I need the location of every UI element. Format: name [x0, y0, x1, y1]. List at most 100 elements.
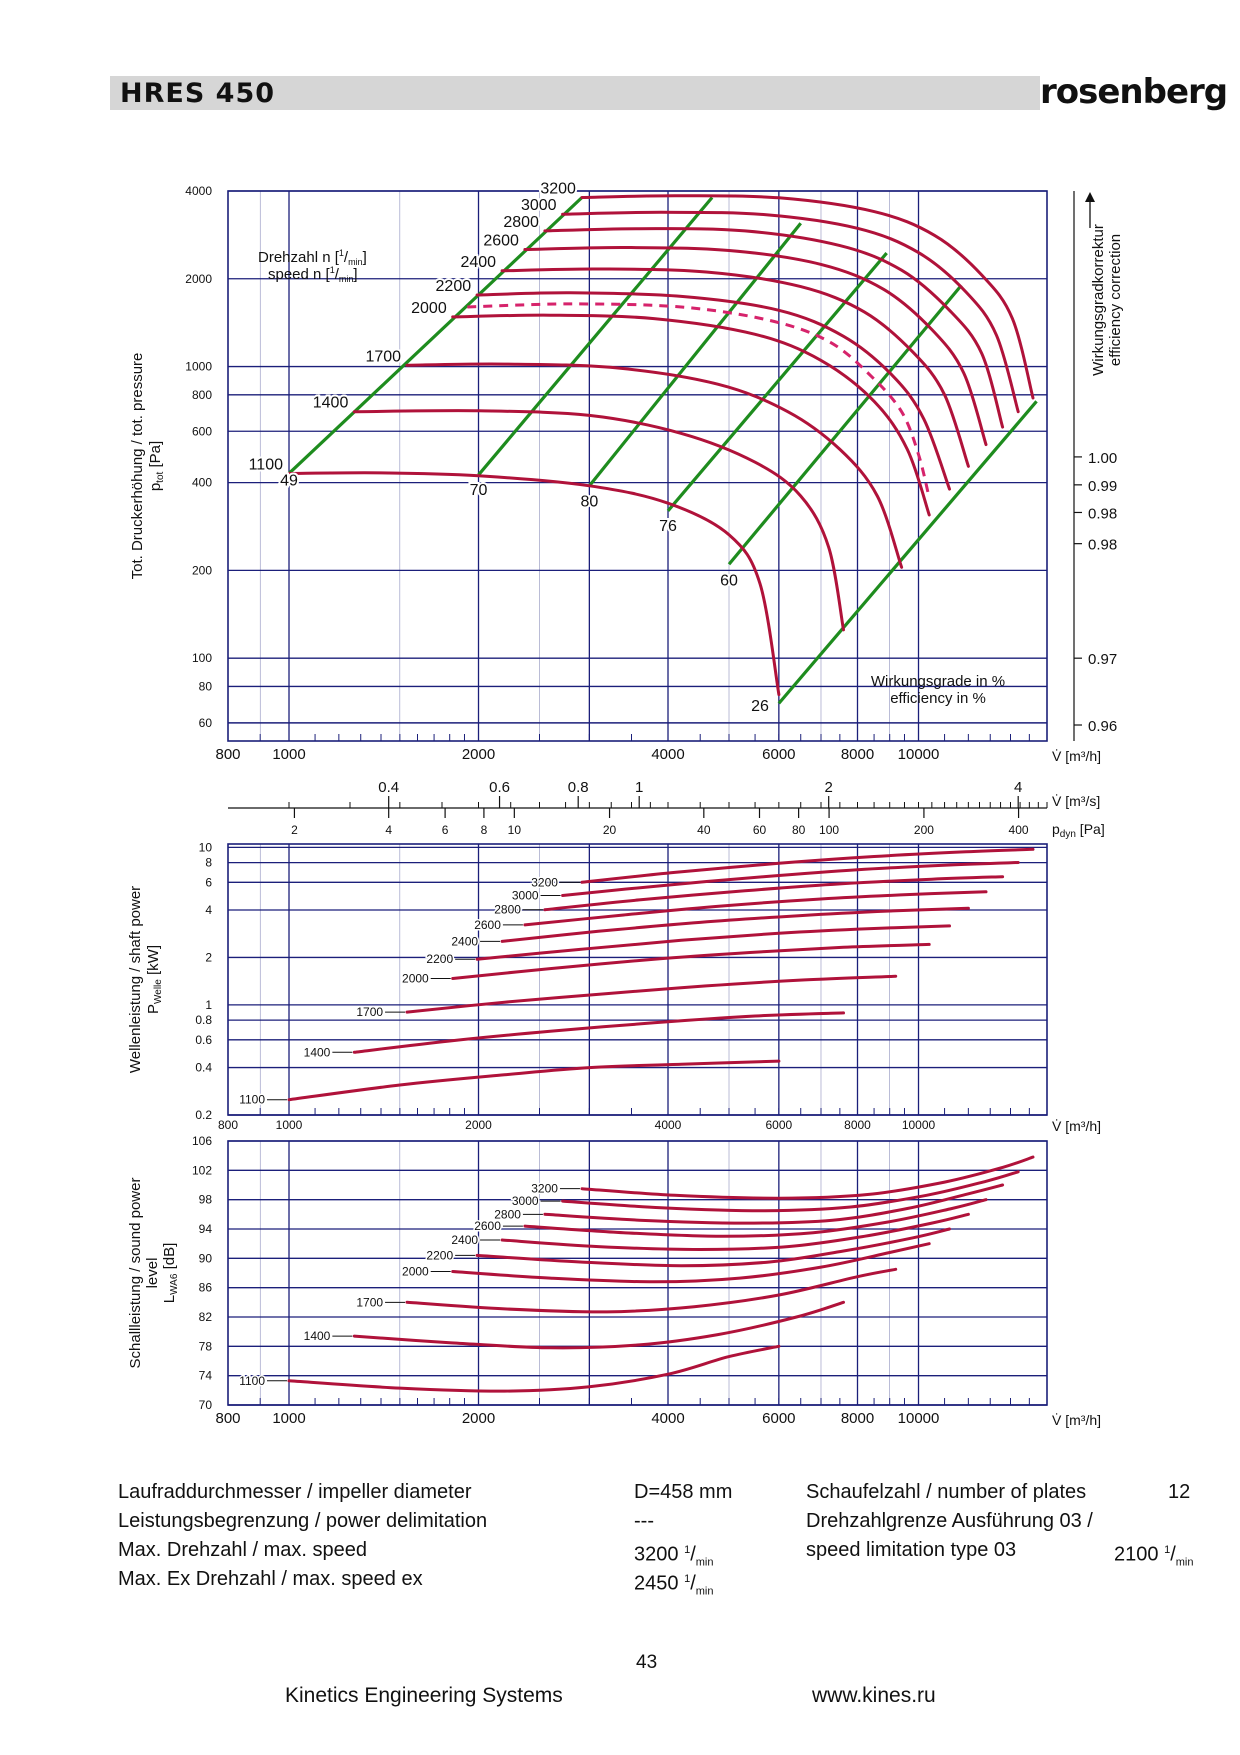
speed-label-2800: 2800: [494, 903, 521, 917]
curve-3200: [580, 194, 1035, 400]
speed-label-1700: 1700: [356, 1295, 383, 1309]
pdyn-tick-label: 10: [508, 823, 522, 837]
x-tick-label: 10000: [898, 1410, 940, 1427]
curve-3200: [580, 1155, 1035, 1200]
y-tick-label: 10: [199, 840, 213, 854]
right-axis-label: Wirkungsgradkorrektur efficiency correcti…: [1090, 224, 1124, 376]
y-tick-label: 74: [199, 1369, 213, 1383]
speed-label-2200: 2200: [436, 278, 472, 295]
pdyn-tick-label: 80: [792, 823, 806, 837]
speed-label-1100: 1100: [249, 456, 284, 473]
curve-1400: [352, 409, 845, 632]
y-tick-label: 86: [199, 1281, 213, 1295]
grid: [227, 843, 1048, 1116]
y-axis-unit: [kW]: [145, 945, 162, 979]
plot-frame: [227, 1140, 1048, 1406]
speed-label-2800: 2800: [494, 1207, 521, 1221]
curve-2000: [451, 942, 931, 980]
speed-label-2600: 2600: [483, 233, 519, 250]
efficiency-line-80: [588, 222, 802, 487]
curve-1700: [405, 362, 904, 569]
impeller-label: Laufraddurchmesser / impeller diameter: [118, 1481, 472, 1503]
x-tick-label: 8000: [841, 746, 874, 763]
y-tick-label: 0.6: [195, 1033, 212, 1047]
efficiency-legend-line2: efficiency in %: [890, 690, 986, 707]
x-tick-label: 6000: [762, 746, 795, 763]
curve-2200: [475, 291, 951, 491]
speed-label-2600: 2600: [474, 1219, 501, 1233]
speed-label-3000: 3000: [512, 1194, 539, 1208]
speed-label-2600: 2600: [474, 918, 501, 932]
y-tick-label: 80: [199, 679, 213, 693]
speed-label-1700: 1700: [356, 1005, 383, 1019]
x-tick-label: 1000: [272, 746, 305, 763]
x-axis-label: V̇ [m³/h]: [1052, 1412, 1101, 1428]
limit-value: 2100 1/min: [1114, 1543, 1194, 1569]
speed-label-2200: 2200: [426, 1248, 453, 1262]
x-axis-label: V̇ [m³/h]: [1052, 1118, 1101, 1134]
y-tick-label: 400: [192, 476, 212, 490]
brand-logo: rosenberg: [1040, 72, 1228, 112]
y-tick-label: 600: [192, 424, 212, 438]
chart-panel-3: 70 74 78 82 86 90 94 98 102 106 800 1000 2000 4000 600…: [127, 1134, 1101, 1428]
chart-panel-2: 0.2 0.4 0.6 0.81 2 4 6 8 10 800 1000 2000 4000 6000 80…: [127, 840, 1101, 1134]
curve-2200: [475, 1227, 951, 1268]
efficiency-line-49: [287, 196, 584, 475]
pdyn-subscript: dyn: [1060, 829, 1076, 840]
speed-label-1400: 1400: [304, 1045, 331, 1059]
maxspeed-value: 3200 1/min: [634, 1543, 714, 1569]
x-tick-label: 2000: [462, 1410, 495, 1427]
speed-label-3200: 3200: [531, 875, 558, 889]
y-tick-label: 82: [199, 1310, 213, 1324]
maxex-label: Max. Ex Drehzahl / max. speed ex: [118, 1568, 423, 1590]
pdyn-tick-label: 4: [385, 823, 392, 837]
efficiency-label-26: 26: [751, 698, 769, 715]
y-axis-unit: [Pa]: [147, 441, 164, 472]
right-axis-tick-label: 0.97: [1088, 651, 1117, 668]
y-axis-subscript: Welle: [153, 979, 164, 1004]
maxex-value: 2450 1/min: [634, 1572, 714, 1598]
curve-1100: [287, 1344, 781, 1393]
plates-value: 12: [1168, 1481, 1191, 1503]
speed-label-1100: 1100: [239, 1093, 265, 1107]
curve-1700: [405, 974, 898, 1014]
curve-2600: [523, 245, 988, 447]
ms-axis-label: V̇ [m³/s]: [1052, 793, 1100, 809]
y-tick-label: 102: [192, 1163, 212, 1177]
y-axis-label: Tot. Druckerhöhung / tot. pressure ptot […: [129, 353, 166, 580]
curve-1100: [287, 1059, 781, 1102]
pdyn-tick-label: 6: [442, 823, 449, 837]
y-axis-symbol: L: [161, 1295, 178, 1303]
ms-tick-label: 0.8: [568, 779, 589, 796]
y-tick-label: 106: [192, 1134, 212, 1148]
grid: [227, 190, 1048, 742]
y-tick-label: 60: [199, 716, 213, 730]
efficiency-label-49: 49: [280, 472, 298, 489]
speed-limit-curve: [467, 302, 931, 499]
y-axis-label-line2: ptot [Pa]: [147, 441, 166, 491]
speed-label-3000: 3000: [521, 197, 557, 214]
ms-tick-label: 1: [635, 779, 643, 796]
limit-label-2: speed limitation type 03: [806, 1539, 1017, 1561]
y-tick-label: 94: [199, 1222, 213, 1236]
right-axis-tick-label: 0.99: [1088, 478, 1117, 495]
curve-3000: [561, 861, 1020, 897]
y-tick-label: 800: [192, 388, 212, 402]
limit-label-1: Drehzahlgrenze Ausführung 03 /: [806, 1510, 1093, 1532]
pdyn-tick-label: 2: [291, 823, 298, 837]
pdyn-tick-label: 20: [603, 823, 617, 837]
speed-label-2000: 2000: [411, 300, 447, 317]
x-tick-label: 800: [215, 1410, 240, 1427]
x-tick-label: 10000: [898, 746, 940, 763]
y-axis-unit: [dB]: [161, 1243, 178, 1274]
y-tick-label: 4000: [185, 184, 212, 198]
x-tick-label: 4000: [655, 1118, 682, 1132]
y-tick-label: 78: [199, 1339, 213, 1353]
curve-2400: [500, 906, 970, 943]
efficiency-legend-line1: Wirkungsgrade in %: [871, 673, 1005, 690]
efficiency-line-76: [666, 252, 888, 512]
y-axis-label-line1b: level: [144, 1258, 161, 1289]
x-tick-label: 1000: [272, 1410, 305, 1427]
speed-legend-close: ]: [363, 249, 367, 266]
